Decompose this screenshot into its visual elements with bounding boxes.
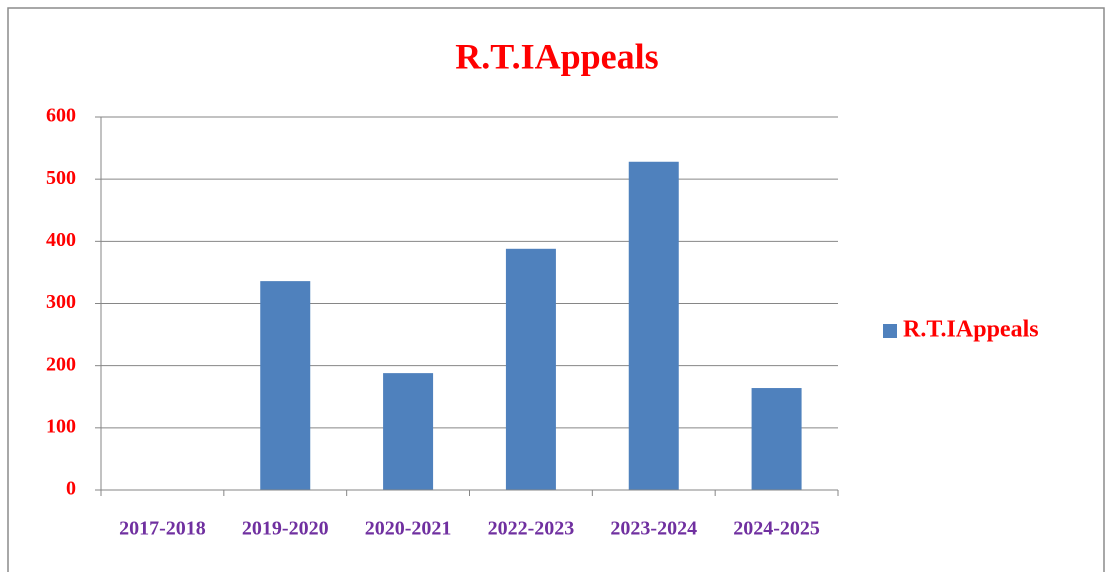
bar xyxy=(383,373,434,490)
chart-title: R.T.IAppeals xyxy=(455,36,658,76)
bar xyxy=(505,248,556,490)
bar xyxy=(260,281,311,490)
x-tick-label: 2019-2020 xyxy=(242,518,329,540)
x-tick-label: 2024-2025 xyxy=(733,518,820,540)
y-tick-label: 200 xyxy=(46,353,76,375)
y-tick-label: 500 xyxy=(46,167,76,189)
y-tick-label: 100 xyxy=(46,415,76,437)
x-tick-label: 2022-2023 xyxy=(488,518,575,540)
bar xyxy=(628,161,679,490)
y-tick-label: 0 xyxy=(66,478,76,500)
y-tick-label: 300 xyxy=(46,291,76,313)
bar xyxy=(751,388,802,490)
legend-swatch xyxy=(883,324,897,338)
chart-frame xyxy=(7,7,1105,572)
x-tick-label: 2017-2018 xyxy=(119,518,206,540)
x-tick-label: 2023-2024 xyxy=(610,518,697,540)
legend-label: R.T.IAppeals xyxy=(903,317,1039,343)
y-tick-label: 600 xyxy=(46,105,76,127)
x-tick-label: 2020-2021 xyxy=(365,518,452,540)
y-tick-label: 400 xyxy=(46,229,76,251)
